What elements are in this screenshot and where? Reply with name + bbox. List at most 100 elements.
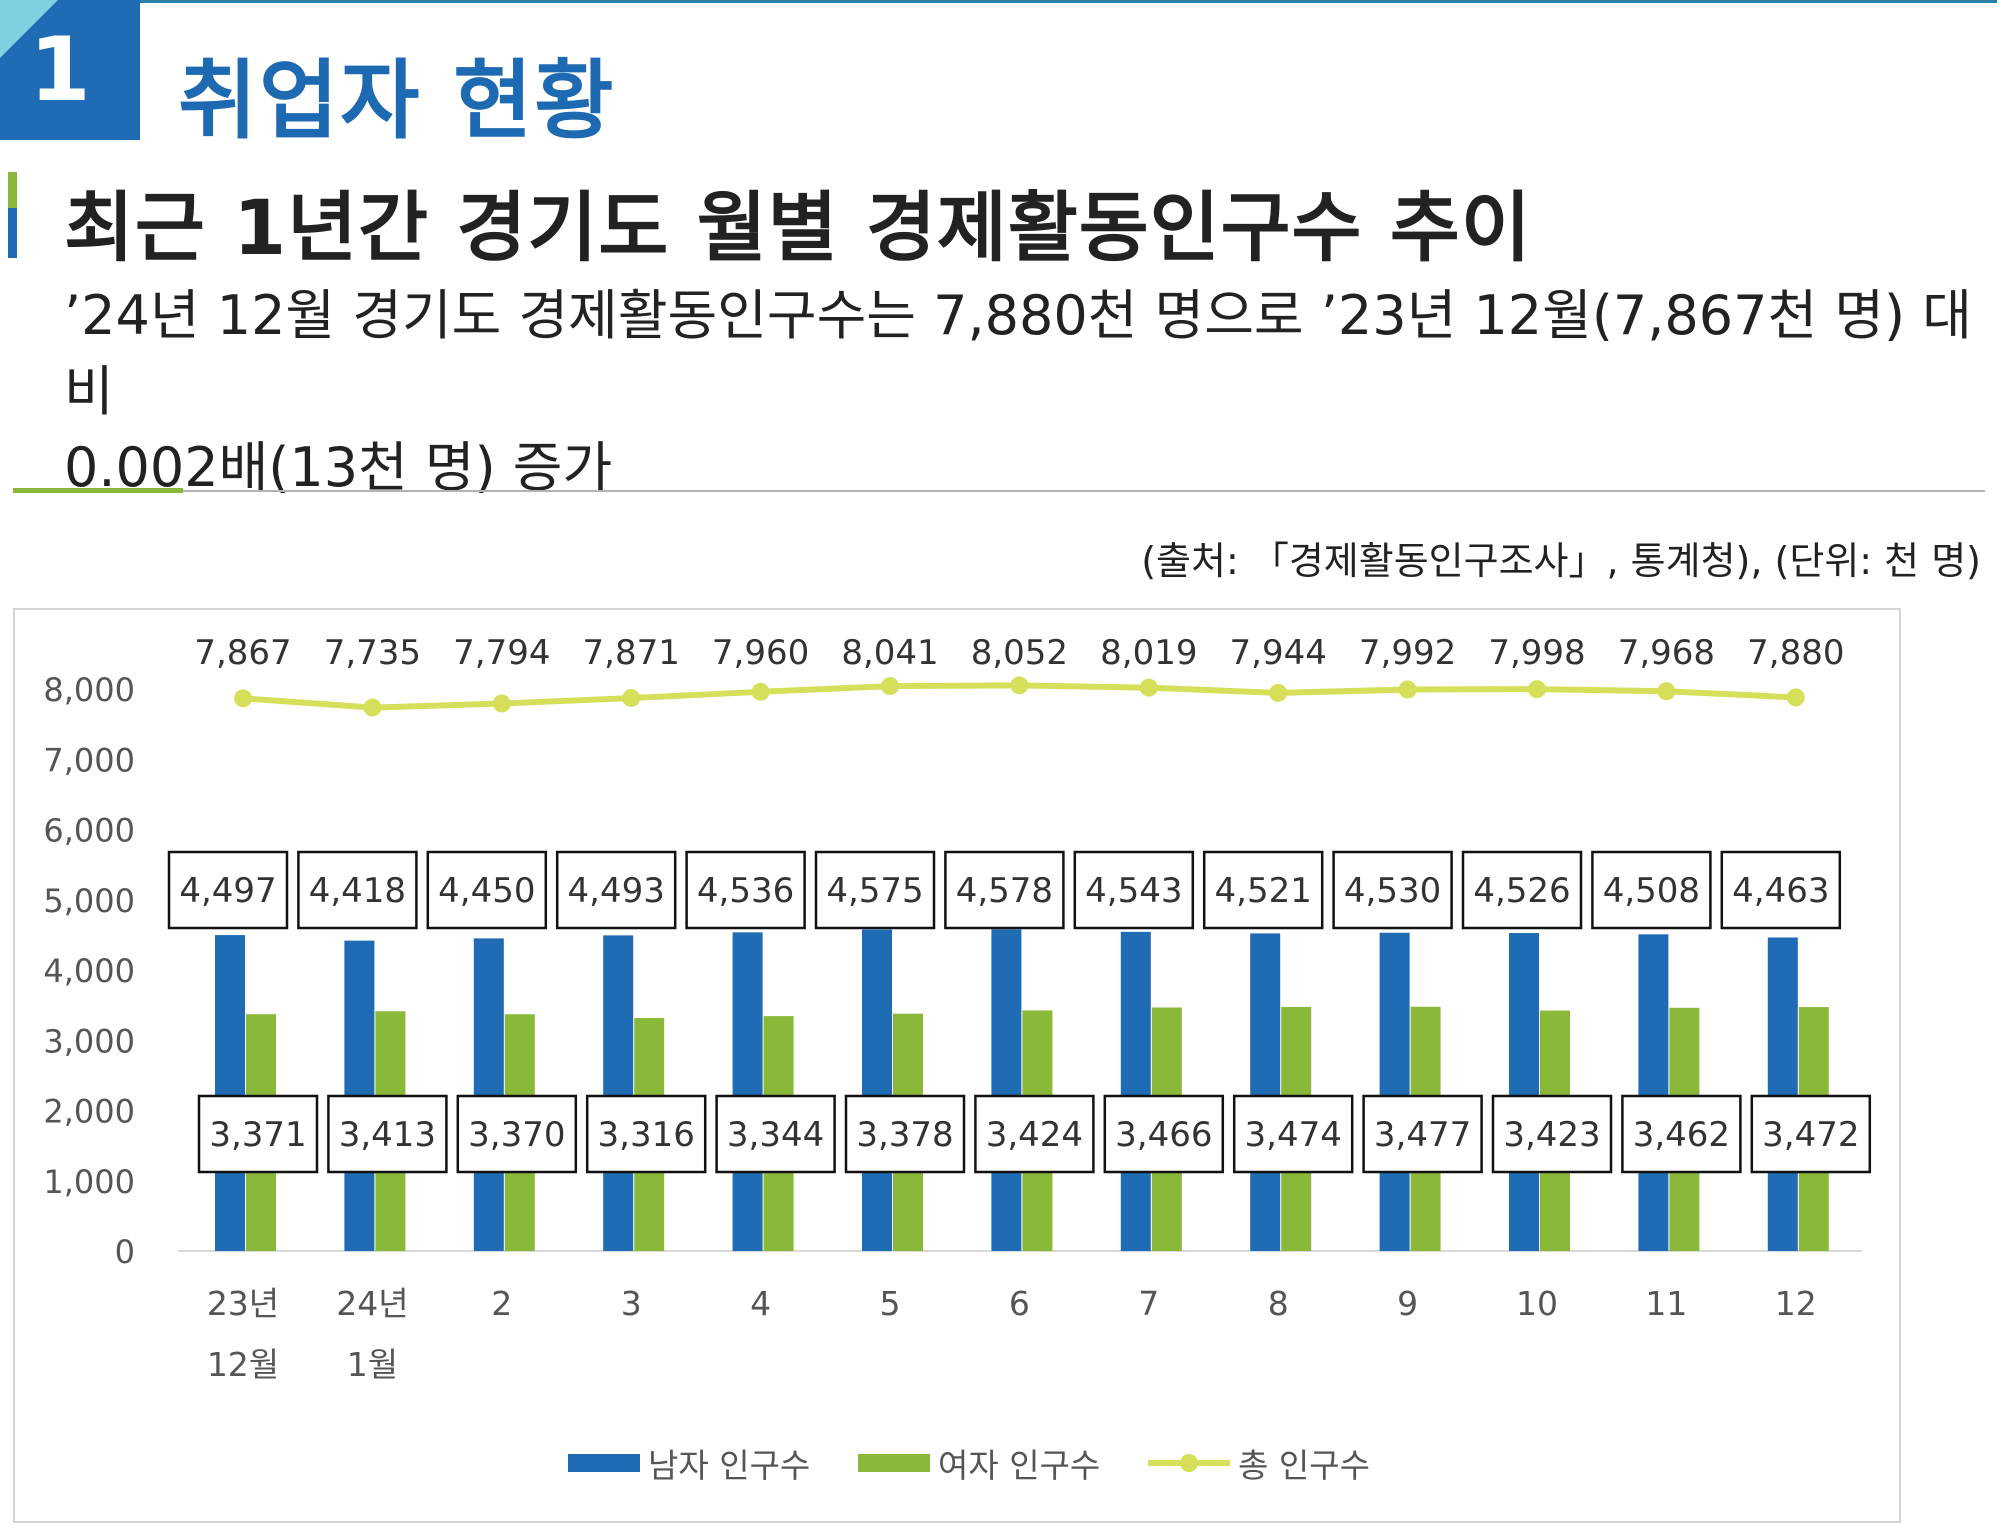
data-label-total: 7,960 — [712, 633, 809, 673]
data-label-female: 3,423 — [1503, 1115, 1600, 1155]
data-label-total: 7,880 — [1747, 633, 1844, 673]
data-label-total: 8,019 — [1100, 633, 1197, 673]
chart-subtitle: 최근 1년간 경기도 월별 경제활동인구수 추이 — [64, 183, 1532, 272]
y-tick-label: 8,000 — [43, 671, 135, 709]
bar-male — [991, 929, 1022, 1251]
x-tick-label: 11 — [1645, 1284, 1687, 1323]
data-label-female: 3,424 — [986, 1115, 1083, 1155]
data-label-total: 8,041 — [841, 633, 938, 673]
x-tick-label: 23년 — [207, 1284, 279, 1323]
data-label-male-box — [1461, 850, 1583, 930]
data-label-female-box — [1232, 1094, 1354, 1174]
y-tick-label: 6,000 — [43, 812, 135, 850]
point-total — [492, 694, 511, 713]
data-label-total: 7,992 — [1359, 633, 1456, 673]
x-tick-label: 2 — [491, 1284, 512, 1323]
data-label-female-box — [1621, 1094, 1742, 1174]
data-label-total: 7,944 — [1230, 633, 1327, 673]
legend-total: 총 인구수 — [1148, 1443, 1370, 1485]
data-label-male: 4,463 — [1732, 871, 1829, 911]
data-label-male: 4,508 — [1603, 871, 1700, 911]
point-total — [1398, 680, 1417, 699]
legend-marker-total — [1180, 1454, 1198, 1472]
bar-male — [862, 929, 892, 1251]
legend-swatch-female — [858, 1454, 930, 1472]
data-label-male: 4,526 — [1473, 871, 1570, 911]
data-label-male-box — [944, 850, 1065, 930]
bar-male — [603, 935, 634, 1251]
bar-male — [1509, 933, 1539, 1251]
data-label-male: 4,497 — [179, 871, 276, 911]
data-label-total: 7,794 — [453, 633, 550, 673]
data-label-female: 3,316 — [598, 1115, 695, 1155]
bar-male — [1120, 931, 1151, 1251]
point-total — [622, 689, 641, 708]
x-tick-label: 6 — [1009, 1284, 1030, 1323]
divider — [13, 490, 1985, 492]
data-label-male: 4,450 — [438, 871, 535, 911]
bar-male — [473, 938, 504, 1251]
data-label-total: 7,867 — [194, 633, 291, 673]
data-label-female-box — [844, 1094, 966, 1174]
data-label-male-box — [1332, 850, 1453, 930]
point-total — [1269, 683, 1288, 702]
data-label-female-box — [715, 1094, 836, 1174]
summary-line-1: ’24년 12월 경기도 경제활동인구수는 7,880천 명으로 ’23년 12… — [64, 284, 1972, 423]
x-tick-label: 24년 — [336, 1284, 408, 1323]
point-total — [234, 689, 252, 708]
subtitle-marker-blue — [8, 208, 17, 258]
data-label-male-box — [1720, 850, 1842, 930]
x-tick-label: 12 — [1775, 1284, 1817, 1323]
point-total — [363, 698, 382, 717]
data-label-male-box — [1591, 850, 1712, 930]
data-label-female: 3,378 — [856, 1115, 953, 1155]
divider-accent — [13, 488, 183, 493]
bar-male — [1767, 937, 1798, 1251]
bar-male — [1638, 934, 1669, 1251]
x-tick-label: 1월 — [347, 1345, 398, 1384]
data-label-male: 4,493 — [568, 871, 665, 911]
legend-female: 여자 인구수 — [858, 1443, 1100, 1485]
y-tick-label: 3,000 — [43, 1022, 135, 1060]
x-tick-label: 7 — [1138, 1284, 1159, 1323]
x-tick-label: 4 — [750, 1284, 771, 1323]
data-label-female-box — [1103, 1094, 1225, 1174]
legend-label-total: 총 인구수 — [1238, 1446, 1370, 1485]
point-total — [1010, 676, 1029, 695]
y-tick-label: 1,000 — [43, 1163, 135, 1201]
data-label-female: 3,472 — [1762, 1115, 1859, 1155]
data-label-male: 4,530 — [1344, 871, 1441, 911]
bar-male — [732, 932, 763, 1251]
data-label-female: 3,477 — [1374, 1115, 1471, 1155]
data-label-total: 7,998 — [1488, 633, 1585, 673]
x-tick-label: 12월 — [207, 1345, 279, 1384]
data-label-male-box — [167, 850, 289, 930]
x-tick-label: 8 — [1268, 1284, 1289, 1323]
data-label-male-box — [1073, 850, 1195, 930]
chart-frame — [13, 608, 1901, 1523]
data-label-male: 4,578 — [956, 871, 1053, 911]
data-label-male: 4,418 — [309, 871, 406, 911]
data-label-male-box — [426, 850, 548, 930]
x-tick-label: 3 — [621, 1284, 642, 1323]
data-label-male: 4,575 — [826, 871, 923, 911]
data-label-female-box — [1750, 1094, 1872, 1174]
x-tick-label: 5 — [880, 1284, 901, 1323]
data-label-total: 8,052 — [971, 633, 1068, 673]
legend-line-total — [1148, 1454, 1230, 1472]
x-tick-label: 9 — [1397, 1284, 1418, 1323]
data-label-male-box — [685, 850, 806, 930]
point-total — [1657, 682, 1676, 701]
point-total — [751, 682, 770, 701]
data-label-female-box — [197, 1094, 319, 1174]
bar-male — [1250, 933, 1281, 1251]
x-tick-label: 10 — [1516, 1284, 1558, 1323]
y-tick-label: 0 — [115, 1233, 135, 1271]
legend-label-female: 여자 인구수 — [938, 1446, 1101, 1485]
bar-male — [1379, 932, 1410, 1251]
point-total — [1139, 678, 1158, 697]
y-tick-label: 7,000 — [43, 741, 135, 779]
section-title: 취업자 현황 — [178, 51, 616, 151]
data-label-female-box — [327, 1094, 448, 1174]
